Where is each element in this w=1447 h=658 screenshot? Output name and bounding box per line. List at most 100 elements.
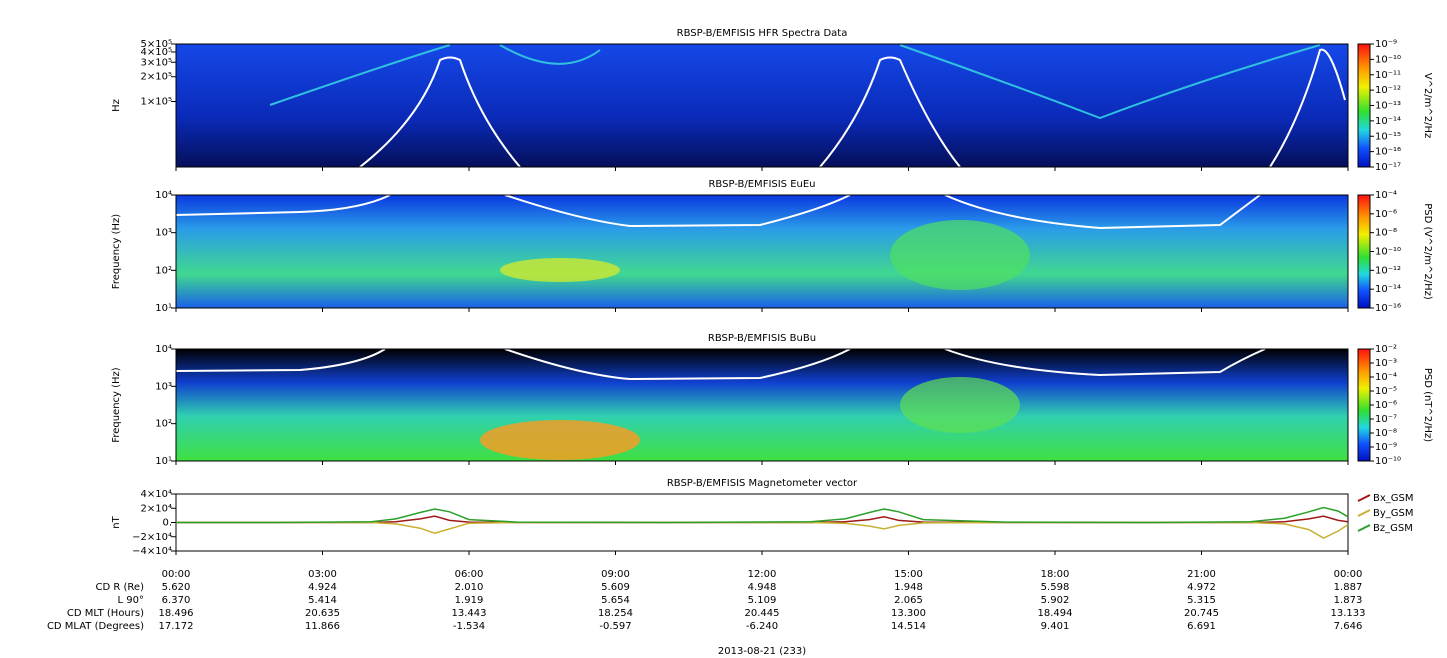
ephemeris-label: CD MLAT (Degrees) <box>47 621 144 632</box>
ephemeris-value: 5.414 <box>308 595 337 606</box>
y-axis-label: nT <box>111 515 122 528</box>
ephemeris-value: 5.609 <box>601 582 630 593</box>
colorbar-tick-label: 10⁻¹⁰ <box>1375 247 1401 258</box>
ephemeris-value: 5.315 <box>1187 595 1216 606</box>
ephemeris-value: 14.514 <box>891 621 926 632</box>
colorbar <box>1357 43 1371 168</box>
y-tick-label: 3×10⁵ <box>141 57 172 68</box>
colorbar <box>1357 348 1371 462</box>
colorbar-tick-label: 10⁻¹³ <box>1375 101 1401 112</box>
ephemeris-value: 5.902 <box>1041 595 1070 606</box>
x-tick-label: 03:00 <box>308 569 337 580</box>
y-tick-label: 5×10⁵ <box>141 39 172 50</box>
panel-title: RBSP-B/EMFISIS BuBu <box>708 333 816 344</box>
colorbar-tick-label: 10⁻¹² <box>1375 265 1401 276</box>
ephemeris-value: 5.620 <box>162 582 191 593</box>
colorbar-tick-label: 10⁻⁴ <box>1375 372 1397 383</box>
ephemeris-value: 6.691 <box>1187 621 1216 632</box>
colorbar-tick-label: 10⁻⁸ <box>1375 228 1397 239</box>
colorbar-tick-label: 10⁻¹⁶ <box>1375 147 1401 158</box>
colorbar-tick-label: 10⁻⁹ <box>1375 442 1397 453</box>
ephemeris-value: 1.948 <box>894 582 923 593</box>
colorbar-label: PSD (nT^2/Hz) <box>1422 368 1433 442</box>
panel-title: RBSP-B/EMFISIS Magnetometer vector <box>667 478 858 489</box>
ephemeris-value: 13.133 <box>1331 608 1366 619</box>
ephemeris-value: 4.972 <box>1187 582 1216 593</box>
colorbar-tick-label: 10⁻³ <box>1375 358 1397 369</box>
x-tick-label: 09:00 <box>601 569 630 580</box>
y-tick-label: 10³ <box>155 228 172 239</box>
panel-title: RBSP-B/EMFISIS HFR Spectra Data <box>677 28 848 39</box>
y-axis-label: Frequency (Hz) <box>111 367 122 443</box>
colorbar-tick-label: 10⁻¹⁶ <box>1375 303 1401 314</box>
legend-label: Bx_GSM <box>1373 493 1414 504</box>
date-label: 2013-08-21 (233) <box>718 646 806 657</box>
colorbar-tick-label: 10⁻¹⁰ <box>1375 456 1401 467</box>
ephemeris-value: 1.919 <box>455 595 484 606</box>
y-tick-label: 1×10⁵ <box>141 97 172 108</box>
x-tick-label: 00:00 <box>162 569 191 580</box>
ephemeris-value: 18.494 <box>1038 608 1073 619</box>
ephemeris-value: 13.443 <box>452 608 487 619</box>
data-line <box>176 521 1349 540</box>
ephemeris-value: -1.534 <box>453 621 485 632</box>
x-tick-label: 12:00 <box>748 569 777 580</box>
colorbar-label: V^2/m^2/Hz <box>1422 73 1433 139</box>
ephemeris-value: 6.370 <box>162 595 191 606</box>
ephemeris-value: 18.496 <box>159 608 194 619</box>
ephemeris-value: 5.654 <box>601 595 630 606</box>
ephemeris-value: 4.948 <box>748 582 777 593</box>
legend-label: Bz_GSM <box>1373 523 1413 534</box>
y-tick-label: −4×10⁴ <box>132 546 172 557</box>
ephemeris-value: 17.172 <box>159 621 194 632</box>
ephemeris-value: 13.300 <box>891 608 926 619</box>
y-axis-label: Frequency (Hz) <box>111 214 122 290</box>
legend-swatch <box>1357 524 1371 532</box>
colorbar-tick-label: 10⁻⁶ <box>1375 400 1397 411</box>
x-tick-label: 06:00 <box>455 569 484 580</box>
y-tick-label: 10¹ <box>155 456 172 467</box>
colorbar-tick-label: 10⁻¹⁷ <box>1375 162 1401 173</box>
x-tick-label: 00:00 <box>1334 569 1363 580</box>
y-axis-label: Hz <box>111 99 122 112</box>
data-line <box>176 506 1349 524</box>
ephemeris-value: 20.445 <box>745 608 780 619</box>
y-tick-label: 2×10⁴ <box>141 503 172 514</box>
colorbar-tick-label: 10⁻⁸ <box>1375 428 1397 439</box>
colorbar-tick-label: 10⁻⁷ <box>1375 414 1397 425</box>
colorbar-tick-label: 10⁻⁵ <box>1375 386 1397 397</box>
colorbar-tick-label: 10⁻¹⁰ <box>1375 54 1401 65</box>
y-tick-label: 10⁴ <box>155 190 172 201</box>
colorbar-tick-label: 10⁻⁴ <box>1375 190 1397 201</box>
y-tick-label: 2×10⁵ <box>141 72 172 83</box>
x-tick-label: 15:00 <box>894 569 923 580</box>
y-tick-label: 10¹ <box>155 303 172 314</box>
data-line <box>176 515 1349 524</box>
ephemeris-label: L 90° <box>118 595 144 606</box>
x-tick-label: 18:00 <box>1041 569 1070 580</box>
y-tick-label: 4×10⁴ <box>141 489 172 500</box>
y-tick-label: 10³ <box>155 381 172 392</box>
ephemeris-label: CD R (Re) <box>96 582 145 593</box>
y-tick-label: 0. <box>162 518 172 529</box>
ephemeris-value: -6.240 <box>746 621 778 632</box>
colorbar-label: PSD (V^2/m^2/Hz) <box>1422 203 1433 300</box>
legend-label: By_GSM <box>1373 508 1414 519</box>
colorbar-tick-label: 10⁻⁹ <box>1375 39 1397 50</box>
ephemeris-value: -0.597 <box>599 621 631 632</box>
ephemeris-value: 1.887 <box>1334 582 1363 593</box>
legend-swatch <box>1357 494 1371 502</box>
ephemeris-value: 11.866 <box>305 621 340 632</box>
legend-swatch <box>1357 509 1371 517</box>
colorbar-tick-label: 10⁻¹⁴ <box>1375 116 1401 127</box>
spectrogram-image <box>175 44 1348 461</box>
ephemeris-value: 2.065 <box>894 595 923 606</box>
y-tick-label: 4×10⁵ <box>141 47 172 58</box>
colorbar-tick-label: 10⁻² <box>1375 344 1397 355</box>
x-tick-label: 21:00 <box>1187 569 1216 580</box>
ephemeris-value: 7.646 <box>1334 621 1363 632</box>
ephemeris-value: 1.873 <box>1334 595 1363 606</box>
panel-title: RBSP-B/EMFISIS EuEu <box>708 179 815 190</box>
colorbar-tick-label: 10⁻¹⁵ <box>1375 131 1401 142</box>
